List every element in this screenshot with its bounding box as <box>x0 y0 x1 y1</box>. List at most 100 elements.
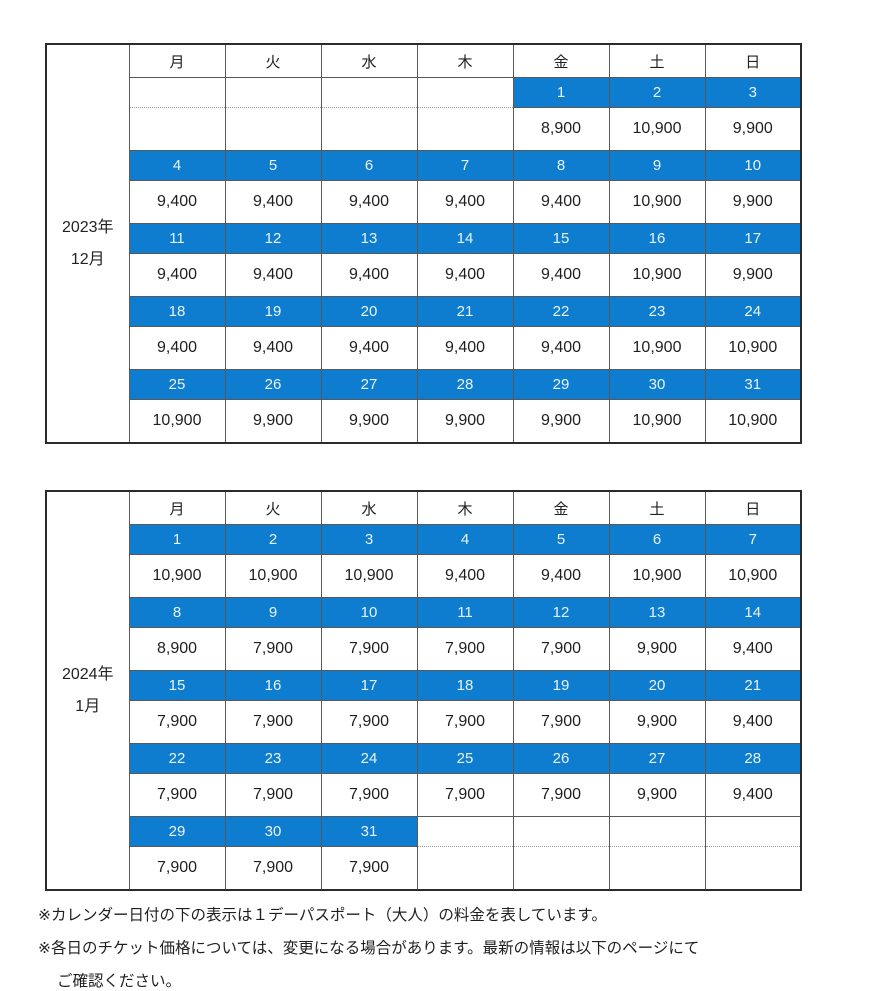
calendar-january-2024: 2024年 1月月火水木金土日 1 2 3 4 5 6 7 10,900 10,900 10,900 9… <box>45 490 802 891</box>
date-cell: 11 <box>128 223 226 254</box>
date-cell: 2 <box>608 77 706 108</box>
date-cell: 5 <box>512 524 610 555</box>
date-cell: 22 <box>512 296 610 327</box>
date-cell: 23 <box>608 296 706 327</box>
price-cell: 9,900 <box>416 399 514 444</box>
price-cell: 10,900 <box>608 554 706 598</box>
price-cell: 7,900 <box>128 773 226 817</box>
price-cell: 9,400 <box>416 253 514 297</box>
date-cell: 17 <box>320 670 418 701</box>
date-cell: 2 <box>224 524 322 555</box>
empty-price-cell <box>704 846 802 891</box>
date-row: 11 12 13 14 15 16 17 <box>46 223 802 254</box>
price-cell: 10,900 <box>608 253 706 297</box>
price-cell: 7,900 <box>320 773 418 817</box>
year-label: 2024年 <box>61 665 114 683</box>
price-cell: 7,900 <box>512 627 610 671</box>
date-cell: 25 <box>128 369 226 400</box>
month-label: 2023年 12月 <box>45 43 130 444</box>
price-cell: 7,900 <box>224 627 322 671</box>
price-cell: 9,400 <box>320 180 418 224</box>
price-cell: 7,900 <box>320 627 418 671</box>
date-cell: 7 <box>704 524 802 555</box>
price-cell: 7,900 <box>416 627 514 671</box>
date-cell: 6 <box>608 524 706 555</box>
price-cell: 7,900 <box>416 700 514 744</box>
footnote-price-change: ※各日のチケット価格については、変更になる場合があります。最新の情報は以下のペー… <box>38 940 700 957</box>
price-cell: 10,900 <box>128 554 226 598</box>
date-cell: 3 <box>704 77 802 108</box>
date-cell: 30 <box>608 369 706 400</box>
price-row: 7,900 7,900 7,900 <box>46 846 802 891</box>
empty-price-cell <box>416 107 514 151</box>
date-cell: 16 <box>608 223 706 254</box>
empty-date-cell <box>608 816 706 847</box>
price-cell: 9,900 <box>704 180 802 224</box>
empty-date-cell <box>512 816 610 847</box>
footnotes: ※カレンダー日付の下の表示は１デーパスポート（大人）の料金を表しています。 ※各… <box>38 899 848 991</box>
price-cell: 10,900 <box>608 107 706 151</box>
date-cell: 8 <box>512 150 610 181</box>
date-cell: 9 <box>608 150 706 181</box>
calendar-header-row: 2024年 1月 月火水木金土日 <box>45 490 802 891</box>
empty-price-cell <box>416 846 514 891</box>
date-cell: 13 <box>320 223 418 254</box>
date-cell: 28 <box>704 743 802 774</box>
price-cell: 9,900 <box>512 399 610 444</box>
price-cell: 9,400 <box>128 326 226 370</box>
calendar-table-december-2023: 2023年 12月月火水木金土日 1 2 3 8,900 10,900 9,900 4 5 6 7 8 9… <box>45 43 802 444</box>
date-row: 25 26 27 28 29 30 31 <box>46 369 802 400</box>
price-cell: 7,900 <box>320 700 418 744</box>
price-cell: 9,400 <box>416 326 514 370</box>
date-cell: 4 <box>128 150 226 181</box>
empty-date-cell <box>416 816 514 847</box>
price-cell: 10,900 <box>608 326 706 370</box>
price-row: 8,900 10,900 9,900 <box>46 107 802 151</box>
empty-date-cell <box>704 816 802 847</box>
date-cell: 26 <box>512 743 610 774</box>
footnote-price-change-cont: ご確認ください。 <box>57 973 182 990</box>
date-cell: 24 <box>320 743 418 774</box>
price-cell: 7,900 <box>512 773 610 817</box>
date-cell: 31 <box>320 816 418 847</box>
date-cell: 29 <box>512 369 610 400</box>
date-cell: 8 <box>128 597 226 628</box>
price-cell: 10,900 <box>704 399 802 444</box>
price-cell: 9,400 <box>704 700 802 744</box>
price-cell: 9,900 <box>704 253 802 297</box>
date-cell: 11 <box>416 597 514 628</box>
date-cell: 31 <box>704 369 802 400</box>
date-row: 4 5 6 7 8 9 10 <box>46 150 802 181</box>
date-cell: 27 <box>608 743 706 774</box>
date-cell: 5 <box>224 150 322 181</box>
date-cell: 6 <box>320 150 418 181</box>
date-cell: 27 <box>320 369 418 400</box>
price-row: 7,900 7,900 7,900 7,900 7,900 9,900 9,400 <box>46 773 802 817</box>
date-row: 29 30 31 <box>46 816 802 847</box>
date-cell: 15 <box>512 223 610 254</box>
date-cell: 16 <box>224 670 322 701</box>
day-of-week-header: 水 <box>320 490 418 525</box>
price-cell: 7,900 <box>224 700 322 744</box>
price-cell: 10,900 <box>704 554 802 598</box>
date-cell: 21 <box>704 670 802 701</box>
month-label: 2024年 1月 <box>45 490 130 891</box>
price-cell: 10,900 <box>320 554 418 598</box>
month-number-label: 12月 <box>70 250 105 268</box>
footnote-price-meaning: ※カレンダー日付の下の表示は１デーパスポート（大人）の料金を表しています。 <box>38 907 607 924</box>
date-cell: 28 <box>416 369 514 400</box>
date-row: 8 9 10 11 12 13 14 <box>46 597 802 628</box>
price-row: 8,900 7,900 7,900 7,900 7,900 9,900 9,400 <box>46 627 802 671</box>
empty-price-cell <box>512 846 610 891</box>
date-cell: 14 <box>416 223 514 254</box>
day-of-week-header: 土 <box>608 490 706 525</box>
price-cell: 7,900 <box>320 846 418 891</box>
price-row: 9,400 9,400 9,400 9,400 9,400 10,900 10,900 <box>46 326 802 370</box>
date-cell: 20 <box>320 296 418 327</box>
price-cell: 9,900 <box>608 700 706 744</box>
date-cell: 4 <box>416 524 514 555</box>
price-cell: 9,400 <box>128 253 226 297</box>
